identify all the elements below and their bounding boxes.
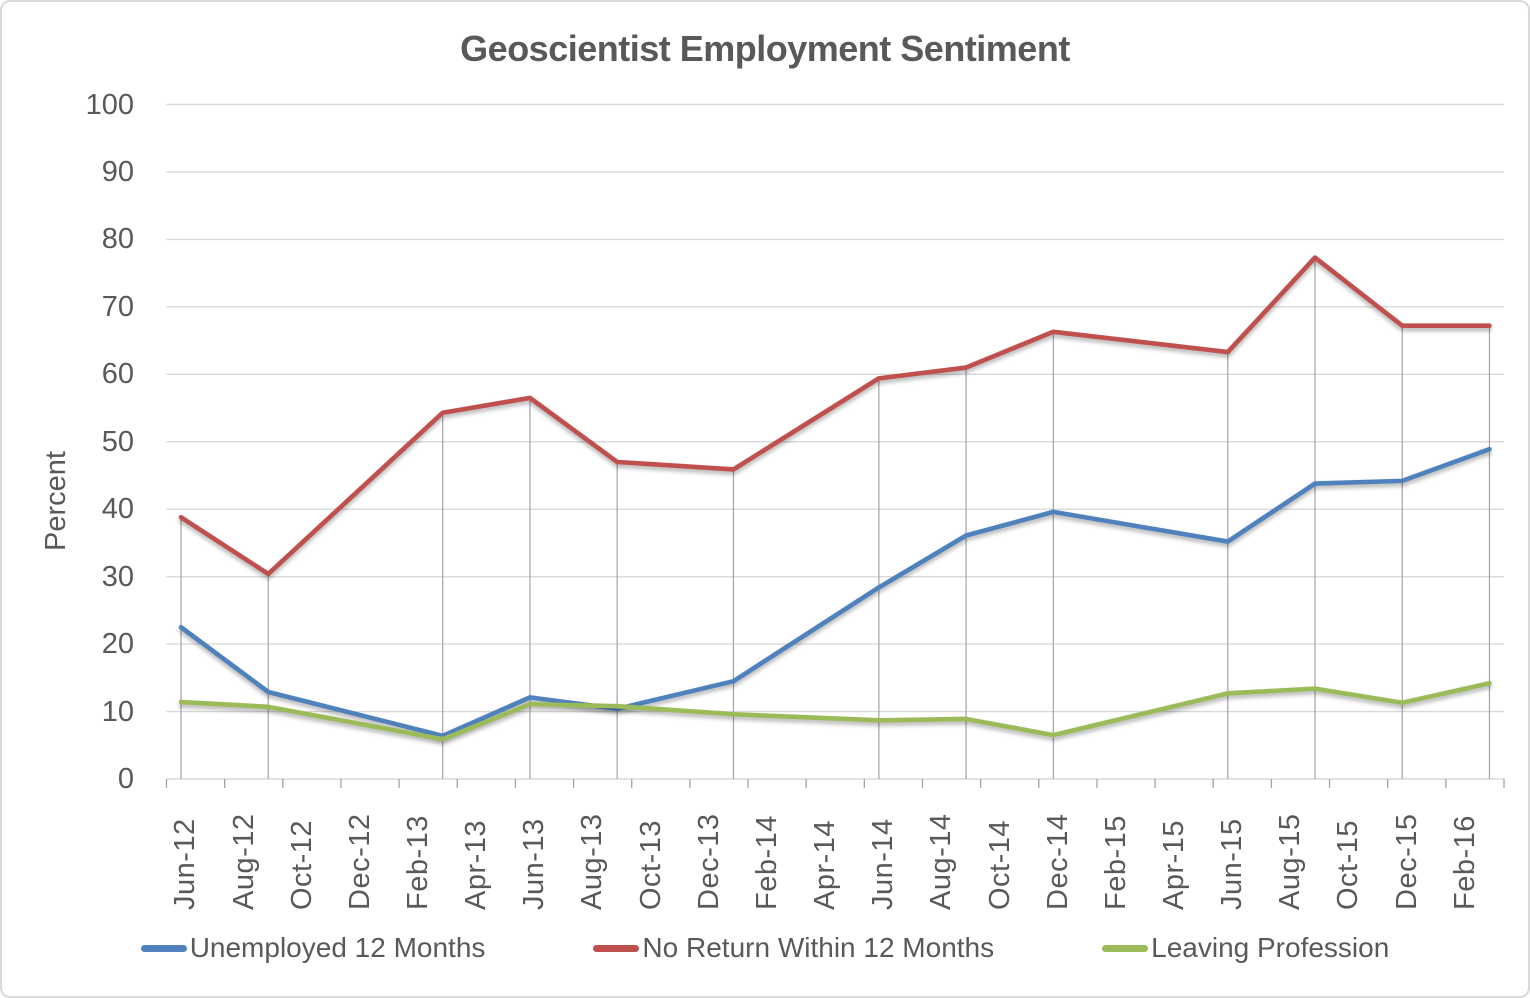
y-axis-tick-label: 0 [117,763,134,795]
legend-swatch-line-icon [140,944,187,952]
legend-item-leaving-profession: Leaving Profession [1102,932,1389,964]
legend-item-no-return-within-12-months: No Return Within 12 Months [593,932,994,964]
x-axis-tick-label: Aug-15 [1274,813,1307,910]
x-axis-tick-label: Oct-14 [983,819,1016,910]
x-axis-tick-label: Oct-15 [1332,819,1365,910]
series-line-leaving-profession [178,680,1492,742]
y-axis-tick-label: 70 [101,290,134,323]
legend-label: No Return Within 12 Months [642,932,995,963]
x-axis-tick-label: Dec-15 [1390,813,1423,911]
y-axis-tick-label: 30 [101,560,134,593]
legend-swatch-line-icon [1102,944,1149,952]
legend-swatch-line-icon [593,944,640,952]
x-axis-tick-label: Dec-14 [1041,813,1074,911]
x-axis-tick-label: Jun-12 [169,818,202,910]
x-axis-tick-label: Feb-16 [1448,815,1481,910]
series-line-unemployed-12-months [178,446,1492,739]
y-axis-tick-label: 60 [101,358,134,391]
legend-item-unemployed-12-months: Unemployed 12 Months [140,932,486,964]
x-axis-tick-label: Aug-12 [227,813,260,910]
x-axis-tick-label: Apr-14 [809,819,842,910]
x-axis-tick-label: Aug-14 [925,813,958,910]
series-line-no-return-within-12-months [178,255,1492,577]
y-axis-tick-label: 80 [101,223,134,256]
legend: Unemployed 12 Months No Return Within 12… [2,932,1528,964]
x-axis-tick-label: Jun-14 [867,818,900,910]
x-axis-tick-label: Dec-13 [692,813,725,911]
x-axis-tick-label: Feb-15 [1099,815,1132,910]
x-axis-tick-label: Aug-13 [576,813,609,910]
y-axis-tick-label: 10 [101,695,134,728]
x-axis-tick-label: Jun-15 [1216,818,1249,910]
y-axis-tick-label: 40 [101,493,134,526]
legend-label: Unemployed 12 Months [189,932,486,963]
x-axis-tick-label: Feb-14 [750,815,783,910]
y-axis-tick-label: 20 [101,628,134,661]
x-axis-tick-label: Feb-13 [402,815,434,910]
y-axis-tick-label: 100 [85,88,134,121]
y-axis-tick-label: 90 [101,155,134,188]
legend-label: Leaving Profession [1151,932,1390,963]
x-axis-tick-label: Oct-12 [285,819,318,910]
y-axis-tick-label: 50 [101,425,134,458]
x-axis-tick-label: Apr-13 [460,819,493,910]
x-axis-tick-label: Dec-12 [343,813,376,911]
x-axis-tick-label: Oct-13 [634,819,667,910]
x-axis-tick-label: Apr-15 [1157,819,1190,910]
chart-title: Geoscientist Employment Sentiment [460,28,1070,69]
x-axis-tick-label: Jun-13 [518,818,551,910]
